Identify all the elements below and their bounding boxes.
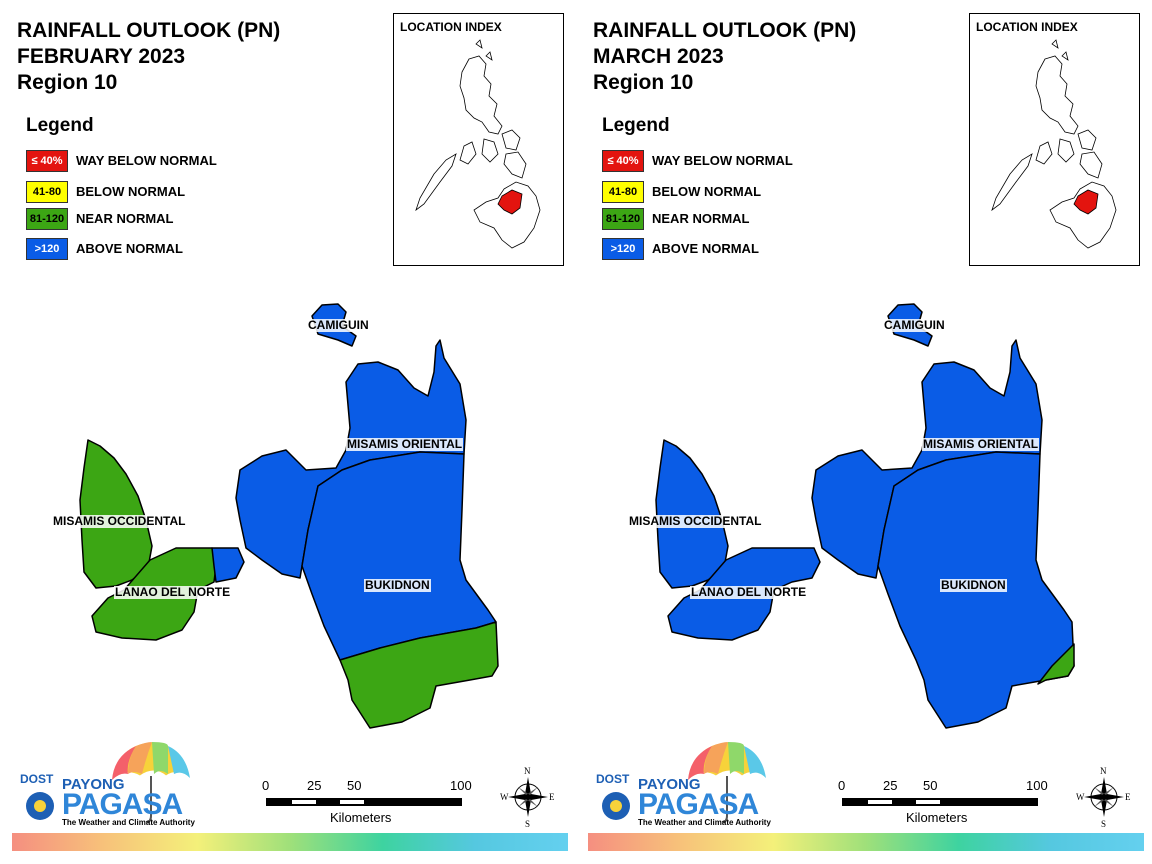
scale-tick: 25 [883,778,898,793]
label-misamis-oriental: MISAMIS ORIENTAL [346,437,464,451]
province-bukidnon-south [339,621,499,729]
logo-dost: DOST [20,772,54,786]
title-line-1: RAINFALL OUTLOOK (PN) [17,19,281,42]
legend-swatch: >120 [26,238,68,260]
region-10-map [79,303,499,729]
scale-bar: 0 25 50 100 Kilometers [262,778,474,828]
legend-swatch: 41-80 [26,181,68,203]
logo-tagline: The Weather and Climate Authority [638,818,771,827]
label-lanao-del-norte: LANAO DEL NORTE [690,585,808,599]
legend-swatch: 41-80 [602,181,644,203]
umbrella-icon [602,741,767,823]
map-title: RAINFALL OUTLOOK (PN) FEBRUARY 2023 Regi… [17,18,280,96]
compass-e: E [1125,792,1131,802]
compass-n: N [524,766,531,776]
scale-bar-graphic [842,798,1038,806]
logo-dost: DOST [596,772,630,786]
compass-rose-graphic: N S E W [1076,766,1131,829]
scale-tick: 50 [347,778,362,793]
scale-bar: 0 25 50 100 Kilometers [838,778,1050,828]
legend-label: BELOW NORMAL [652,184,762,199]
label-camiguin: CAMIGUIN [307,318,370,332]
logo-payong: PAYONG [62,776,125,793]
scale-tick: 100 [1026,778,1048,793]
legend-label: ABOVE NORMAL [76,241,183,256]
legend-label: WAY BELOW NORMAL [652,153,793,168]
philippines-outline-icon [415,39,541,249]
title-line-1: RAINFALL OUTLOOK (PN) [593,19,857,42]
scale-bar-graphic [266,798,462,806]
label-camiguin: CAMIGUIN [883,318,946,332]
color-gradient-bar [588,833,1144,851]
legend-swatch: 81-120 [602,208,644,230]
scale-unit: Kilometers [906,810,968,825]
label-lanao-del-norte: LANAO DEL NORTE [114,585,232,599]
title-line-3: Region 10 [593,71,694,94]
panel-february: RAINFALL OUTLOOK (PN) FEBRUARY 2023 Regi… [12,13,568,851]
compass-n: N [1100,766,1107,776]
location-index-map: LOCATION INDEX [969,13,1140,266]
province-bukidnon [301,451,497,661]
compass-w: W [500,792,509,802]
map-title: RAINFALL OUTLOOK (PN) MARCH 2023 Region … [593,18,856,96]
compass-rose-icon: N S E W [500,764,556,829]
legend-title: Legend [26,115,94,136]
compass-s: S [525,819,530,828]
scale-tick: 0 [262,778,270,793]
legend-label: WAY BELOW NORMAL [76,153,217,168]
compass-e: E [549,792,555,802]
compass-w: W [1076,792,1085,802]
legend-label: NEAR NORMAL [76,211,174,226]
location-index-map: LOCATION INDEX [393,13,564,266]
label-misamis-occidental: MISAMIS OCCIDENTAL [52,514,187,528]
location-index-title: LOCATION INDEX [976,20,1078,34]
panel-march: RAINFALL OUTLOOK (PN) MARCH 2023 Region … [576,0,1152,864]
title-line-2: FEBRUARY 2023 [17,45,186,68]
logo-pagasa: PAGASA [62,788,183,821]
pagasa-logo: DOST PAYONG PAGASA The Weather and Clima… [18,738,198,830]
label-misamis-oriental: MISAMIS ORIENTAL [922,437,1040,451]
province-bukidnon-southeast [1037,643,1075,685]
scale-tick: 100 [450,778,472,793]
legend-swatch: ≤ 40% [602,150,644,172]
compass-s: S [1101,819,1106,828]
region-10-highlight [497,189,523,215]
pagasa-logo: DOST PAYONG PAGASA The Weather and Clima… [594,738,774,830]
region-10-highlight [1073,189,1099,215]
scale-tick: 0 [838,778,846,793]
logo-payong: PAYONG [638,776,701,793]
legend-swatch: 81-120 [26,208,68,230]
legend-label: BELOW NORMAL [76,184,186,199]
scale-tick: 25 [307,778,322,793]
label-bukidnon: BUKIDNON [364,578,431,592]
province-lanao-del-norte-east [211,547,245,583]
scale-tick: 50 [923,778,938,793]
legend-label: NEAR NORMAL [652,211,750,226]
label-misamis-occidental: MISAMIS OCCIDENTAL [628,514,763,528]
title-line-3: Region 10 [17,71,118,94]
logo-pagasa: PAGASA [638,788,759,821]
scale-unit: Kilometers [330,810,392,825]
legend-label: ABOVE NORMAL [652,241,759,256]
title-line-2: MARCH 2023 [593,45,724,68]
logo-tagline: The Weather and Climate Authority [62,818,195,827]
location-index-title: LOCATION INDEX [400,20,502,34]
umbrella-icon [26,741,191,823]
color-gradient-bar [12,833,568,851]
legend-swatch: ≤ 40% [26,150,68,172]
compass-rose-icon: N S E W [1076,764,1132,829]
compass-rose-graphic: N S E W [500,766,555,829]
label-bukidnon: BUKIDNON [940,578,1007,592]
legend-title: Legend [602,115,670,136]
philippines-outline-icon [991,39,1117,249]
region-10-map [655,303,1075,729]
legend-swatch: >120 [602,238,644,260]
